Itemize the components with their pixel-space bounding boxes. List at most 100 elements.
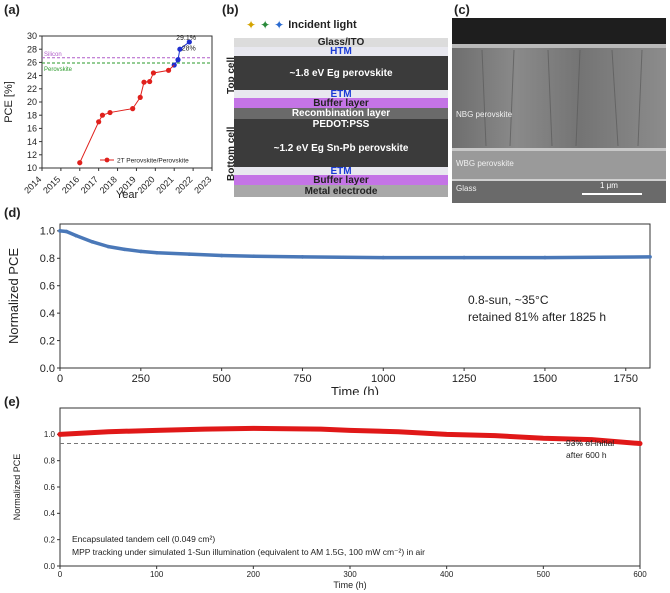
x-tick-label: 300 <box>343 570 357 579</box>
incident-light-row: ✦ ✦ ✦ Incident light <box>246 18 357 32</box>
x-tick-label: 2015 <box>41 174 62 195</box>
layer-htm: ETM <box>234 89 448 100</box>
y-tick-label: 0.6 <box>44 483 56 492</box>
layer-glass: Glass/ITO <box>234 37 448 48</box>
series-line <box>58 229 652 260</box>
x-tick-label: 1000 <box>371 373 395 385</box>
data-point <box>541 436 546 441</box>
series-connector <box>168 64 175 71</box>
panel-label-c: (c) <box>454 2 470 17</box>
series-line <box>173 41 190 66</box>
data-point <box>462 255 466 260</box>
data-point <box>74 233 78 238</box>
data-point <box>348 428 352 433</box>
data-point <box>396 429 401 434</box>
x-axis-label: Year <box>116 189 139 201</box>
y-tick-label: 16 <box>27 124 37 134</box>
y-tick-label: 26 <box>27 58 37 68</box>
data-point <box>251 426 256 431</box>
annotation-label: MPP tracking under simulated 1-Sun illum… <box>72 547 425 557</box>
data-point <box>638 441 642 446</box>
data-point <box>150 70 157 76</box>
series-line <box>79 69 169 163</box>
y-tick-label: 22 <box>27 84 37 94</box>
layer-dark: PEDOT:PSS <box>234 119 448 130</box>
y-tick-label: 20 <box>27 97 37 107</box>
data-point <box>154 428 159 433</box>
y-tick-label: 1.0 <box>40 226 55 238</box>
x-tick-label: 750 <box>293 373 311 385</box>
panel-label-b: (b) <box>222 2 239 17</box>
y-tick-label: 0.2 <box>44 535 56 544</box>
y-tick-label: 0.4 <box>44 509 56 518</box>
data-point <box>155 251 159 255</box>
layer-dark: ~1.2 eV Eg Sn-Pb perovskite <box>234 129 448 167</box>
plot-frame <box>41 35 213 169</box>
data-point <box>58 229 62 233</box>
layer-buffer: Buffer layer <box>234 98 448 109</box>
layer-htm: HTM <box>234 46 448 57</box>
data-point <box>122 247 127 252</box>
glass-label: Glass <box>456 184 477 193</box>
nbg-label: NBG perovskite <box>456 110 513 119</box>
light-icon: ✦ <box>246 18 257 32</box>
y-tick-label: 30 <box>27 31 37 41</box>
x-tick-label: 1500 <box>533 373 557 385</box>
y-tick-label: 0.0 <box>40 363 55 375</box>
data-point <box>106 244 111 249</box>
layer-gray: Recombination layer <box>234 108 448 119</box>
reference-line-label: Perovskite <box>44 67 73 73</box>
layer-metal: Metal electrode <box>234 185 448 197</box>
data-point <box>147 78 153 85</box>
x-tick-label: 400 <box>440 570 454 579</box>
data-point <box>137 94 143 100</box>
legend-marker <box>104 157 110 163</box>
data-point <box>319 427 323 432</box>
y-tick-label: 0.2 <box>40 335 55 347</box>
data-point <box>90 240 95 244</box>
annotation-label: Encapsulated tandem cell (0.049 cm²) <box>72 534 215 544</box>
data-point <box>175 57 181 63</box>
x-tick-label: 0 <box>57 373 63 385</box>
x-tick-label: 2023 <box>192 174 213 195</box>
y-tick-label: 10 <box>27 163 37 173</box>
plot-frame <box>59 223 651 369</box>
y-tick-label: 0.6 <box>40 281 55 293</box>
layer-dark: ~1.8 eV Eg perovskite <box>234 56 448 90</box>
annotation-label: 0.8-sun, ~35°C <box>468 293 549 307</box>
x-tick-label: 2017 <box>79 174 100 195</box>
data-point <box>300 255 305 259</box>
data-point <box>252 254 256 259</box>
data-point <box>381 255 386 260</box>
layer-buffer: Buffer layer <box>234 175 448 186</box>
data-point <box>58 432 62 437</box>
x-tick-label: 200 <box>247 570 261 579</box>
layer-htm: ETM <box>234 166 448 177</box>
layer-stack: Glass/ITO HTM ~1.8 eV Eg perovskite ETM Buff… <box>234 37 448 203</box>
data-point <box>186 39 192 45</box>
y-tick-label: 0.4 <box>40 308 55 320</box>
y-tick-label: 0.8 <box>44 456 56 465</box>
x-tick-label: 2014 <box>22 174 43 195</box>
y-tick-label: 0.8 <box>40 253 55 265</box>
x-tick-label: 2022 <box>173 174 194 195</box>
chart-e: 0 100 200 300 400 500 600 0.0 0.2 0.4 0.6 0.8 1.0 Tim… <box>12 407 647 590</box>
y-tick-label: 14 <box>27 137 37 147</box>
legend-label: 2T Perovskite/Perovskite <box>117 158 189 165</box>
sem-image <box>452 18 666 203</box>
sem-cross-section: NBG perovskite WBG perovskite Glass 1 μm <box>452 18 666 203</box>
data-point <box>543 255 547 260</box>
y-tick-label: 18 <box>27 110 37 120</box>
y-tick-label: 12 <box>27 150 37 160</box>
data-point <box>444 432 449 437</box>
y-tick-label: 24 <box>27 71 37 81</box>
data-point <box>177 46 183 52</box>
data-point <box>141 79 147 85</box>
data-point <box>106 429 111 434</box>
x-axis-label: Time (h) <box>333 580 366 590</box>
data-point <box>107 109 113 116</box>
y-axis-label: Normalized PCE <box>12 454 22 521</box>
data-point <box>648 255 652 259</box>
y-tick-label: 0.0 <box>44 562 56 571</box>
x-tick-label: 2021 <box>154 174 175 195</box>
